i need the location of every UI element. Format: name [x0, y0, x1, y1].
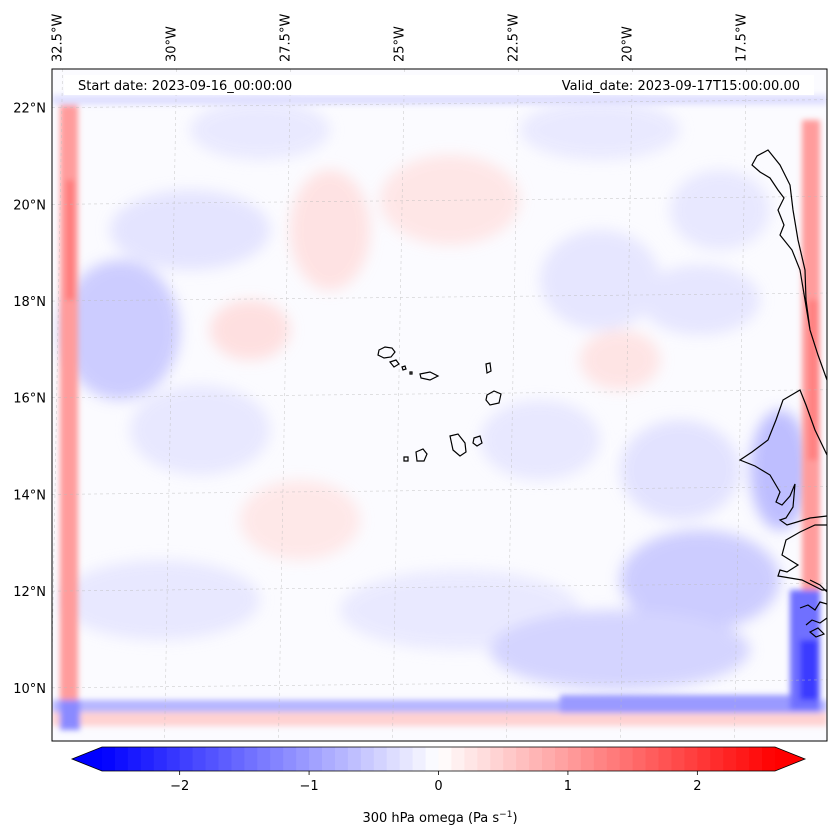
- colorbar-segment-13: [270, 747, 284, 771]
- lon-tick-label-4: 22.5°W: [506, 14, 521, 62]
- colorbar-segment-28: [464, 747, 478, 771]
- colorbar-segment-27: [451, 747, 465, 771]
- colorbar-segment-6: [179, 747, 194, 771]
- colorbar-segment-11: [244, 747, 258, 771]
- lat-tick-label-5: 12°N: [13, 585, 46, 600]
- colorbar-label: 300 hPa omega (Pa s−1): [362, 810, 517, 826]
- lat-tick-label-3: 16°N: [13, 392, 46, 407]
- colorbar-segment-49: [736, 747, 750, 771]
- colorbar-segment-38: [593, 747, 608, 771]
- lon-tick-label-3: 25°W: [392, 26, 407, 62]
- graticule: [52, 69, 827, 741]
- lon-tick-label-6: 17.5°W: [734, 14, 749, 62]
- lon-tick-label-5: 20°W: [620, 26, 635, 62]
- colorbar-segment-2: [127, 747, 142, 771]
- colorbar-extend-min: [72, 747, 102, 771]
- colorbar-segment-40: [619, 747, 634, 771]
- colorbar-segment-9: [218, 747, 233, 771]
- colorbar-segment-20: [360, 747, 375, 771]
- colorbar-tick-label-4: 2: [693, 779, 701, 794]
- colorbar-segments: [102, 747, 776, 771]
- lon-tick-label-2: 27.5°W: [279, 14, 294, 62]
- date-banner: [64, 75, 814, 95]
- colorbar: −2 −1 0 1 2 300 hPa omega (Pa s−1): [70, 746, 807, 826]
- colorbar-tick-label-0: −2: [170, 779, 189, 794]
- colorbar-segment-3: [140, 747, 155, 771]
- colorbar-segment-26: [438, 747, 453, 771]
- meridian-line-1: [164, 69, 177, 741]
- lat-tick-label-4: 14°N: [13, 488, 46, 503]
- colorbar-segment-51: [762, 747, 776, 771]
- colorbar-segment-33: [529, 747, 543, 771]
- meridian-line-2: [278, 69, 291, 741]
- colorbar-segment-50: [749, 747, 763, 771]
- meridian-line-0: [52, 69, 63, 678]
- lat-tick-label-0: 22°N: [13, 102, 46, 117]
- colorbar-extend-max: [775, 747, 805, 771]
- colorbar-tick-label-2: 0: [434, 779, 442, 794]
- colorbar-segment-44: [671, 747, 686, 771]
- colorbar-segment-39: [606, 747, 621, 771]
- colorbar-segment-30: [490, 747, 504, 771]
- colorbar-segment-22: [386, 747, 401, 771]
- colorbar-segment-17: [322, 747, 336, 771]
- colorbar-tick-label-3: 1: [564, 779, 572, 794]
- colorbar-tick-labels: −2 −1 0 1 2: [170, 771, 701, 794]
- colorbar-segment-15: [296, 747, 310, 771]
- colorbar-segment-36: [567, 747, 582, 771]
- map-frame: [51, 68, 828, 742]
- colorbar-segment-5: [166, 747, 181, 771]
- colorbar-segment-47: [710, 747, 724, 771]
- omega-field: [52, 69, 827, 741]
- meridian-line-4: [506, 69, 519, 741]
- colorbar-segment-43: [658, 747, 673, 771]
- colorbar-segment-34: [542, 747, 556, 771]
- longitude-tick-labels: 32.5°W 30°W 27.5°W 25°W 22.5°W 20°W 17.5°W: [51, 14, 750, 62]
- start-date-label: Start date: 2023-09-16_00:00:00: [78, 79, 292, 94]
- colorbar-segment-8: [205, 747, 220, 771]
- colorbar-segment-25: [425, 747, 440, 771]
- colorbar-segment-31: [503, 747, 517, 771]
- colorbar-segment-35: [554, 747, 569, 771]
- lon-tick-label-0: 32.5°W: [51, 14, 66, 62]
- colorbar-segment-10: [231, 747, 245, 771]
- colorbar-segment-16: [309, 747, 323, 771]
- colorbar-segment-42: [645, 747, 660, 771]
- colorbar-segment-0: [102, 747, 116, 771]
- lat-tick-label-2: 18°N: [13, 295, 46, 310]
- meridian-line-5: [620, 69, 633, 741]
- colorbar-segment-4: [153, 747, 168, 771]
- lon-tick-label-1: 30°W: [165, 26, 180, 62]
- colorbar-segment-48: [723, 747, 737, 771]
- colorbar-segment-37: [580, 747, 595, 771]
- colorbar-segment-46: [697, 747, 711, 771]
- colorbar-segment-21: [373, 747, 388, 771]
- lat-tick-label-6: 10°N: [13, 682, 46, 697]
- colorbar-segment-32: [516, 747, 530, 771]
- colorbar-segment-1: [114, 747, 129, 771]
- colorbar-segment-23: [399, 747, 414, 771]
- colorbar-segment-7: [192, 747, 207, 771]
- colorbar-segment-29: [477, 747, 491, 771]
- valid-date-label: Valid_date: 2023-09-17T15:00:00.00: [562, 79, 800, 94]
- latitude-tick-labels: 22°N 20°N 18°N 16°N 14°N 12°N 10°N: [13, 102, 46, 697]
- meridian-line-3: [392, 69, 405, 741]
- colorbar-segment-45: [684, 747, 698, 771]
- meridian-line-6: [734, 69, 747, 741]
- colorbar-segment-14: [283, 747, 297, 771]
- colorbar-tick-label-1: −1: [299, 779, 318, 794]
- coastline: [377, 149, 827, 638]
- colorbar-segment-18: [334, 747, 349, 771]
- colorbar-segment-19: [347, 747, 362, 771]
- colorbar-segment-41: [632, 747, 647, 771]
- lat-tick-label-1: 20°N: [13, 198, 46, 213]
- map-plot-area[interactable]: Start date: 2023-09-16_00:00:00 Valid_da…: [51, 68, 828, 742]
- colorbar-segment-12: [257, 747, 271, 771]
- colorbar-segment-24: [412, 747, 427, 771]
